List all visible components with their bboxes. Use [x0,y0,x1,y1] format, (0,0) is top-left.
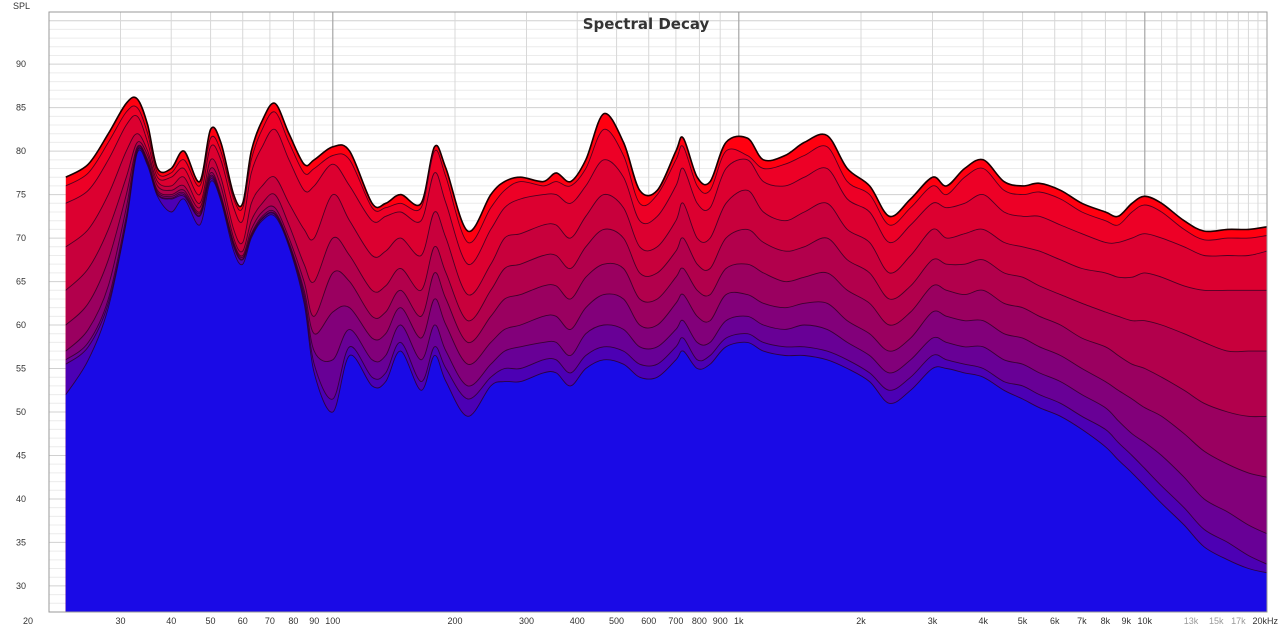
decay-series [65,96,1268,613]
y-tick-label: 65 [16,277,26,287]
decay-line-6 [65,145,1268,478]
y-tick-label: 75 [16,190,26,200]
chart-title: Spectral Decay [583,15,710,33]
x-tick-label: 300 [519,616,534,626]
y-tick-label: 35 [16,537,26,547]
x-tick-label: 4k [978,616,988,626]
x-tick-label: 70 [265,616,275,626]
x-tick-label: 900 [713,616,728,626]
x-tick-label: 2k [856,616,866,626]
x-tick-label: 7k [1077,616,1087,626]
y-axis: 30 35 40 45 50 55 60 65 70 75 80 85 90 [16,59,26,591]
y-tick-label: 85 [16,103,26,113]
x-tick-label: 13k [1184,616,1199,626]
plot-frame [48,11,1268,613]
x-tick-label: 10k [1138,616,1153,626]
x-tick-label: 800 [692,616,707,626]
y-tick-label: 80 [16,146,26,156]
x-tick-label: 6k [1050,616,1060,626]
y-tick-label: 40 [16,494,26,504]
x-tick-label: 100 [325,616,340,626]
y-tick-label: 30 [16,581,26,591]
x-tick-label: 700 [668,616,683,626]
x-tick-label: 50 [206,616,216,626]
y-axis-label: SPL [13,1,30,11]
x-tick-label: 400 [570,616,585,626]
x-tick-label: 80 [288,616,298,626]
x-axis: 20 30 40 50 60 70 80 90 100 200 300 400 500 600 700 800… [23,616,1279,626]
y-tick-label: 60 [16,320,26,330]
x-tick-label: 20kHz [1252,616,1278,626]
y-tick-label: 50 [16,407,26,417]
x-tick-label: 30 [115,616,125,626]
decay-area-9 [65,149,1267,612]
x-tick-label: 200 [447,616,462,626]
x-tick-label: 90 [309,616,319,626]
x-tick-label: 40 [166,616,176,626]
x-tick-label: 5k [1018,616,1028,626]
decay-line-8 [65,147,1268,565]
x-tick-label: 20 [23,616,33,626]
x-tick-label: 15k [1209,616,1224,626]
decay-line-1 [65,105,1268,244]
y-tick-label: 70 [16,233,26,243]
x-tick-label: 8k [1101,616,1111,626]
x-tick-label: 9k [1121,616,1131,626]
x-tick-label: 17k [1231,616,1246,626]
x-tick-label: 60 [238,616,248,626]
decay-line-9 [65,149,1268,574]
x-tick-label: 1k [734,616,744,626]
y-tick-label: 90 [16,59,26,69]
decay-line-3 [65,133,1267,296]
decay-line-2 [65,114,1268,265]
decay-line-0 [65,96,1268,233]
decay-line-4 [65,141,1267,353]
x-tick-label: 3k [928,616,938,626]
x-tick-label: 600 [641,616,656,626]
y-tick-label: 45 [16,450,26,460]
decay-line-5 [65,144,1268,418]
x-tick-label: 500 [609,616,624,626]
y-tick-label: 55 [16,364,26,374]
